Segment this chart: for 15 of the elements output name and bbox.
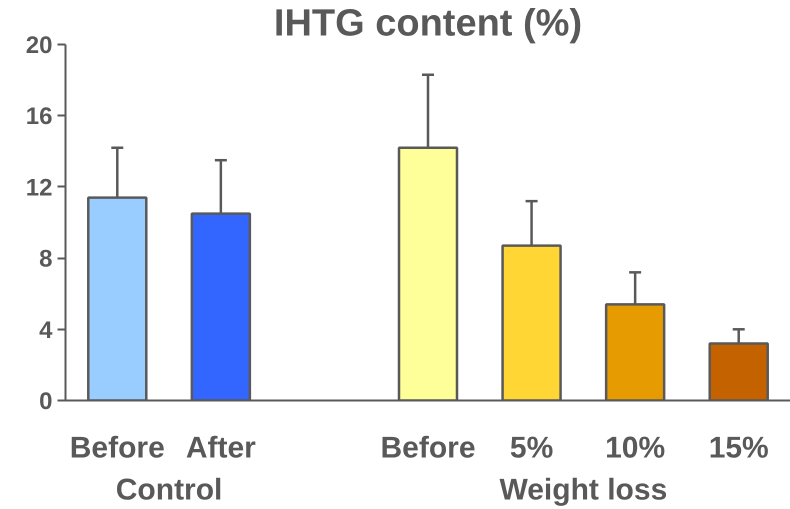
chart-title: IHTG content (%) [274, 2, 582, 44]
y-tick-label: 12 [26, 174, 53, 202]
x-tick-label: 5% [510, 432, 554, 464]
y-tick-label: 0 [39, 388, 53, 415]
x-tick-label: 15% [708, 432, 769, 464]
x-tick-label: 10% [605, 432, 666, 464]
text: Control [116, 474, 222, 506]
y-tick-label: 8 [39, 246, 53, 273]
y-tick-label: 16 [26, 103, 53, 130]
x-tick-label: After [186, 432, 256, 464]
y-tick-label: 20 [26, 32, 53, 59]
x-tick-label: Before [70, 432, 165, 464]
text: Weight loss [499, 474, 668, 506]
y-tick-label: 4 [39, 316, 54, 344]
x-tick-label: Before [380, 432, 476, 464]
